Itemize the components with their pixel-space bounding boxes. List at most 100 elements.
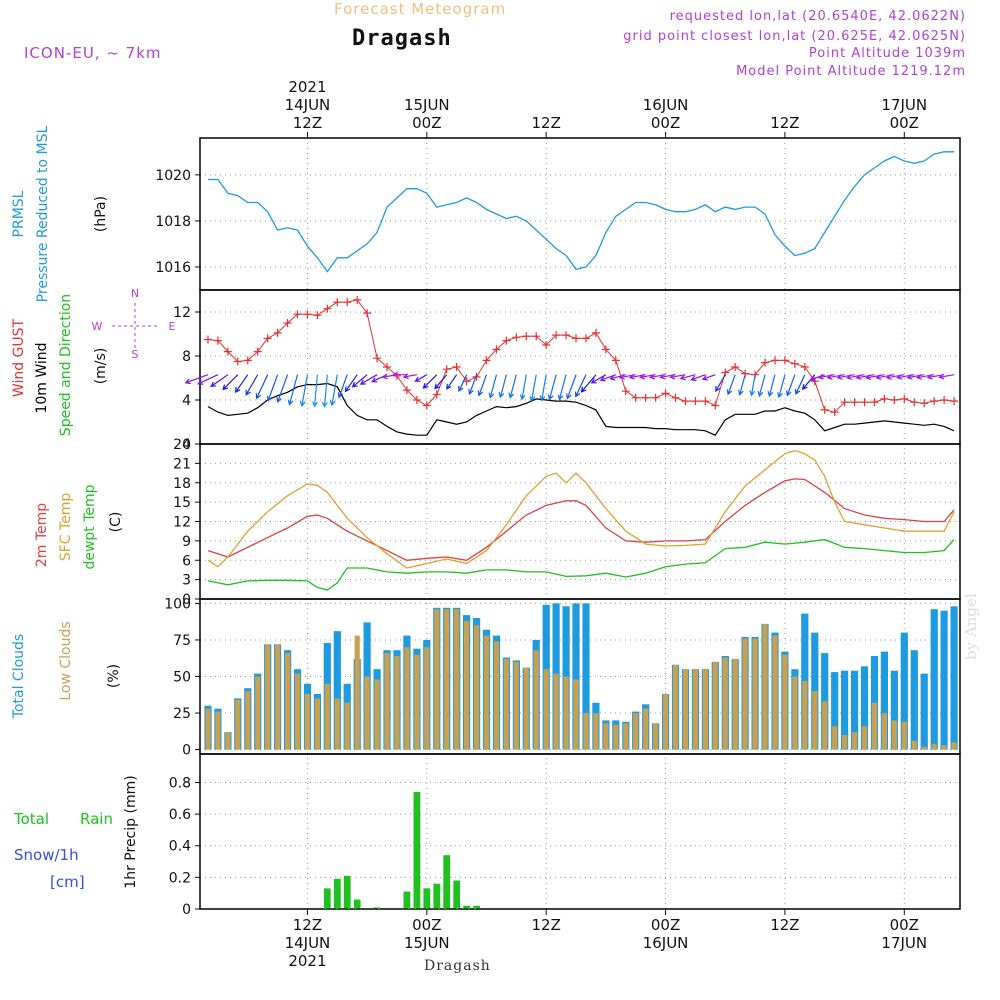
low-cloud-bar xyxy=(623,723,629,750)
wind-arrow xyxy=(402,373,417,380)
rain-label-rain: Rain xyxy=(80,810,113,828)
gust-marker xyxy=(671,393,680,402)
gust-marker xyxy=(800,363,809,371)
wind-arrow xyxy=(826,374,845,380)
gust-marker xyxy=(900,394,909,403)
bottom-date-label: 14JUN xyxy=(285,934,331,952)
low-cloud-bar xyxy=(493,641,500,750)
low-cloud-bar xyxy=(702,669,708,750)
precipitation-ytick-label: 0.8 xyxy=(169,775,191,791)
low-cloud-bar xyxy=(503,659,509,750)
temperature-ytick-label: 3 xyxy=(182,573,191,589)
gust-marker xyxy=(830,408,839,417)
wind-arrow xyxy=(767,374,776,398)
pressure-ytick-label: 1016 xyxy=(155,260,191,276)
wind-arrow xyxy=(726,374,736,396)
pressure-line xyxy=(208,151,954,273)
total-cloud-bar xyxy=(582,603,590,750)
gust-marker xyxy=(591,328,600,337)
precipitation-ytick-label: 0 xyxy=(182,902,191,918)
rain-bar xyxy=(463,905,470,909)
total-cloud-bar xyxy=(910,650,918,750)
wind-arrow xyxy=(321,374,328,408)
gust-marker xyxy=(920,399,929,408)
gust-marker xyxy=(611,356,620,365)
gust-marker xyxy=(761,358,770,367)
gust-marker xyxy=(233,357,242,366)
wind-ytick-label: 0 xyxy=(182,437,191,453)
low-cloud-bar xyxy=(374,679,380,750)
model-point-altitude: Model Point Altitude 1219.12m xyxy=(736,64,966,79)
low-cloud-bar xyxy=(235,699,241,750)
low-cloud-bar xyxy=(732,659,738,750)
gust-marker xyxy=(780,356,789,365)
temperature-ytick-label: 12 xyxy=(173,515,191,531)
wind-arrow xyxy=(757,374,766,398)
total-cloud-bar xyxy=(940,610,948,750)
wind-arrow xyxy=(337,374,348,399)
sfc-temp-label: SFC Temp xyxy=(58,493,74,562)
bottom-date-label: 15JUN xyxy=(404,934,450,952)
precip-axis-label: 1hr Precip (mm) xyxy=(123,775,139,888)
bottom-time-label: 00Z xyxy=(412,916,441,934)
wind-arrow xyxy=(855,374,875,380)
compass-w: W xyxy=(92,320,103,333)
gust-marker xyxy=(343,298,352,307)
total-cloud-bar xyxy=(930,609,938,750)
gust-marker xyxy=(840,398,849,407)
gust-marker xyxy=(442,365,451,374)
low-cloud-bar xyxy=(871,702,878,750)
gust-marker xyxy=(522,332,531,341)
wind-arrow xyxy=(287,374,299,406)
gust-marker xyxy=(333,298,342,307)
low-cloud-bar xyxy=(454,609,460,750)
low-cloud-bar xyxy=(692,669,698,750)
total-cloud-bar xyxy=(821,653,829,750)
wind-arrow xyxy=(508,374,517,399)
wind-arrow xyxy=(468,374,478,396)
total-cloud-bar xyxy=(890,670,898,750)
wind-arrow xyxy=(786,374,796,397)
low-cloud-bar xyxy=(314,698,320,750)
wind-arrow xyxy=(749,374,756,397)
low-cloud-bar xyxy=(553,673,559,750)
wind-arrow xyxy=(359,374,378,385)
low-cloud-bar xyxy=(772,635,778,750)
bottom-time-label: 00Z xyxy=(651,916,680,934)
wind-arrow xyxy=(184,374,209,385)
wind-arrow xyxy=(539,374,547,402)
low-cloud-bar xyxy=(444,609,450,750)
rain-bar xyxy=(353,899,361,909)
low-cloud-bar xyxy=(832,726,838,750)
clouds-ytick-label: 0 xyxy=(182,743,191,759)
low-cloud-bar xyxy=(304,694,310,750)
low-cloud-bar xyxy=(573,679,579,750)
low-cloud-bar xyxy=(563,676,569,750)
gust-marker xyxy=(363,309,372,318)
grid-point-coordinates: grid point closest lon,lat (20.625E, 42.… xyxy=(623,29,966,44)
wind-ytick-label: 12 xyxy=(173,305,191,321)
wind-arrow xyxy=(344,374,358,393)
wind-arrow xyxy=(245,374,259,396)
gust-marker xyxy=(572,334,581,343)
wind-unit: (m/s) xyxy=(93,348,109,385)
temp-unit: (C) xyxy=(108,512,124,533)
precipitation-ytick-label: 0.6 xyxy=(169,807,191,823)
clouds-unit: (%) xyxy=(106,664,122,688)
low-cloud-bar xyxy=(881,713,887,750)
wind-arrow xyxy=(488,374,498,399)
gust-marker xyxy=(353,295,362,304)
low-cloud-bar xyxy=(603,723,609,750)
low-cloud-bar xyxy=(593,713,599,750)
bottom-time-label: 12Z xyxy=(293,916,322,934)
wind-arrow xyxy=(865,374,885,381)
pressure-label-prmsl: PRMSL xyxy=(11,190,27,237)
snow-unit-label: [cm] xyxy=(50,873,85,891)
top-time-label: 12Z xyxy=(531,114,560,132)
wind-arrow xyxy=(351,374,368,388)
total-cloud-bar xyxy=(841,670,849,750)
total-cloud-bar xyxy=(831,672,839,750)
footer-location: Dragash xyxy=(424,958,491,974)
wind-arrow xyxy=(422,374,438,389)
top-date-label: 14JUN xyxy=(285,96,331,114)
